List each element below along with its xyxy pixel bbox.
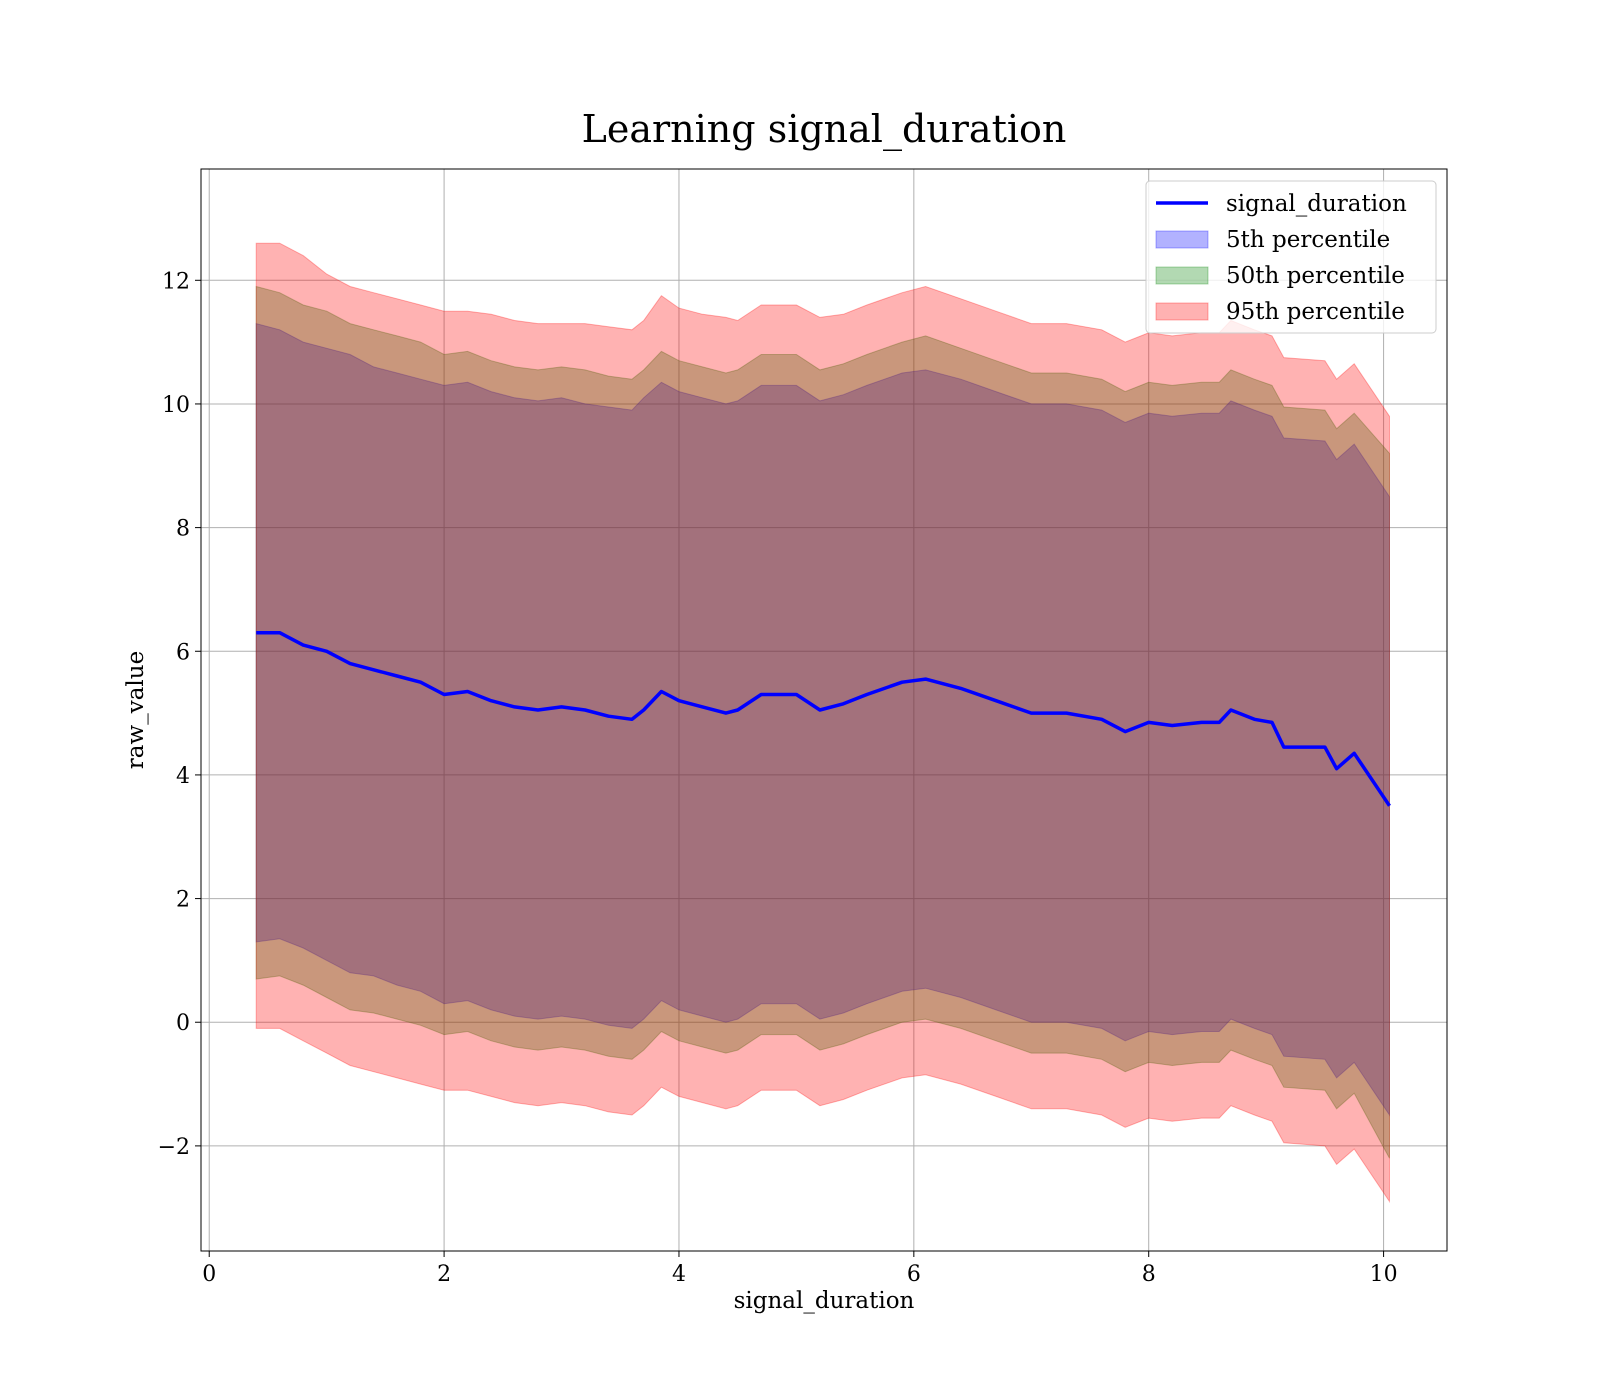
x-tick-label: 4 [672,1262,686,1287]
band-50th-percentile [255,285,1390,1159]
x-tick-label: 8 [1142,1262,1156,1287]
legend-swatch-patch [1155,266,1209,285]
y-tick-label: 8 [176,517,190,542]
band-95th-percentile [255,242,1390,1204]
x-tick-label: 2 [437,1262,451,1287]
legend-label: signal_duration [1226,191,1407,217]
legend-swatch-patch [1155,302,1209,321]
y-axis-label: raw_value [123,651,149,769]
legend-label: 50th percentile [1226,263,1405,289]
chart-title: Learning signal_duration [582,107,1067,152]
y-tick-label: 2 [176,888,190,913]
x-tick-label: 0 [202,1262,216,1287]
y-tick-label: 10 [162,393,190,418]
y-tick-label: 6 [176,640,190,665]
series-line-signal_duration [256,630,1391,807]
legend-swatch-patch [1155,230,1209,249]
band-5th-percentile [255,322,1390,1117]
tick-layer: 0 2 4 6 8 10 −2 0 2 4 6 8 10 12 [158,269,1398,1287]
y-tick-label: 4 [176,764,190,789]
y-tick-label: 0 [176,1011,190,1036]
legend-label: 5th percentile [1226,227,1390,253]
legend-box [1145,180,1437,334]
line-layer [256,630,1391,807]
plot-frame [200,168,1448,1252]
y-tick-label: −2 [158,1135,190,1160]
grid-layer [201,169,1447,1251]
legend-label: 95th percentile [1226,299,1405,325]
x-axis-label: signal_duration [734,1288,915,1314]
y-tick-label: 12 [162,269,190,294]
band-layer [255,242,1390,1204]
x-tick-label: 6 [907,1262,921,1287]
x-tick-label: 10 [1370,1262,1398,1287]
legend: signal_duration 5th percentile 50th percen… [1145,180,1437,334]
